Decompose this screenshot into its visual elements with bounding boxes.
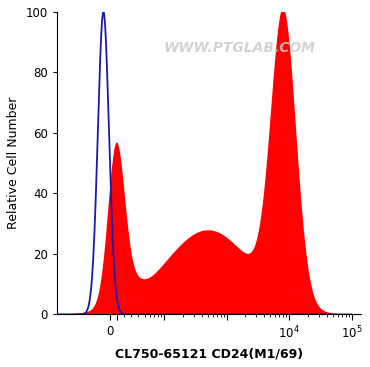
Y-axis label: Relative Cell Number: Relative Cell Number bbox=[7, 97, 20, 229]
X-axis label: CL750-65121 CD24(M1/69): CL750-65121 CD24(M1/69) bbox=[115, 347, 303, 360]
Text: WWW.PTGLAB.COM: WWW.PTGLAB.COM bbox=[164, 41, 315, 55]
